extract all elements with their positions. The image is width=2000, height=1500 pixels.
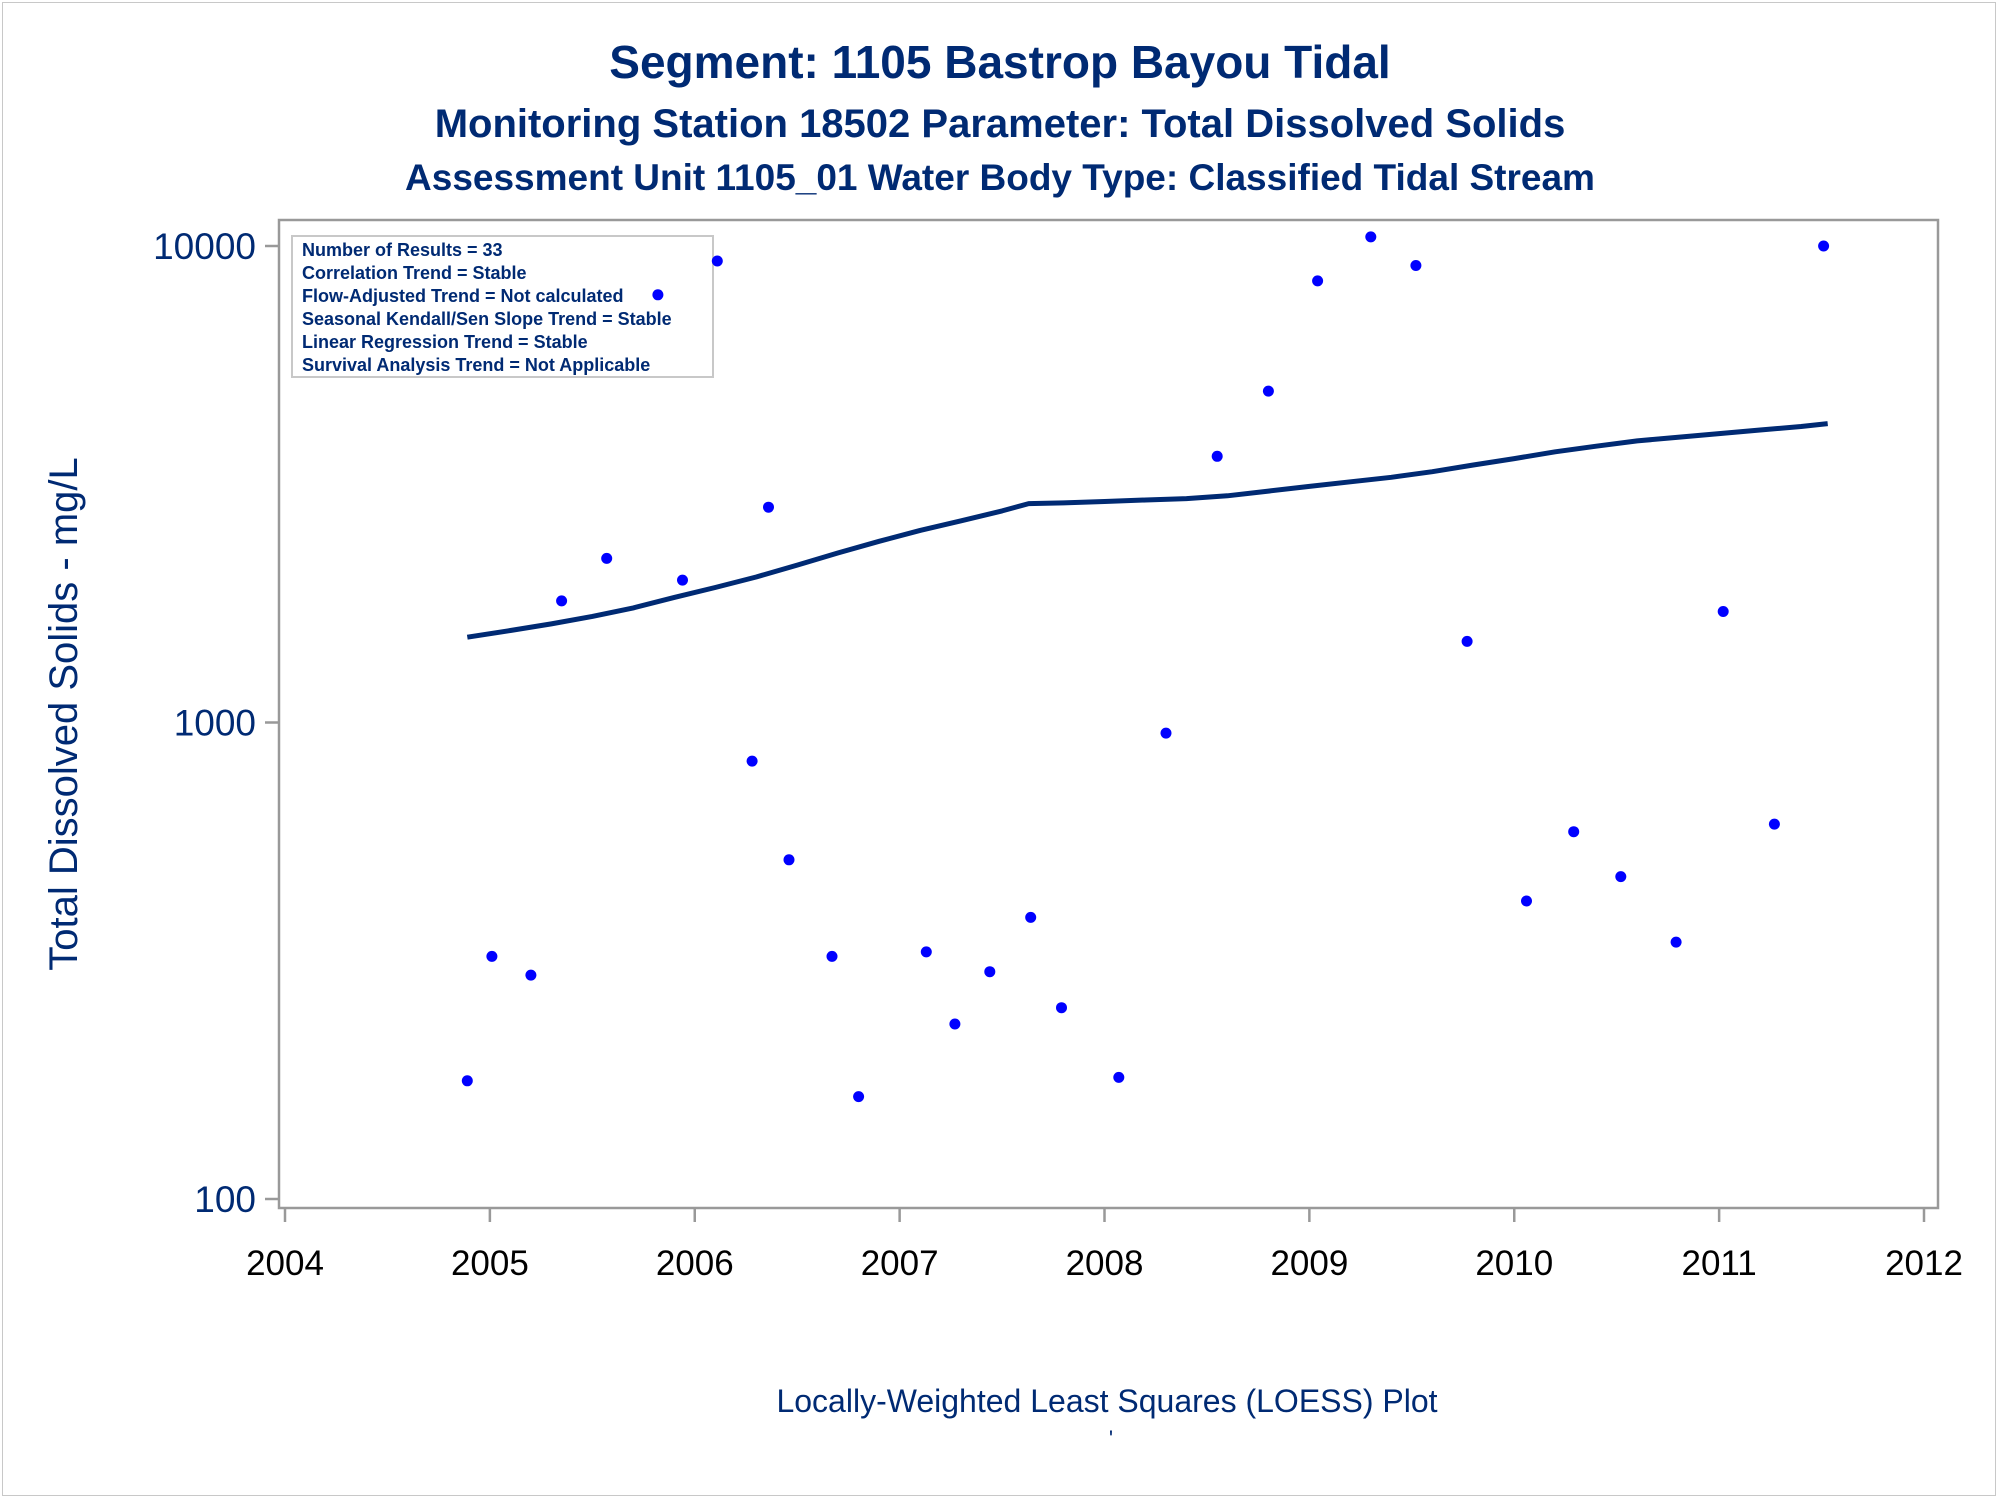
chart-title: Segment: 1105 Bastrop Bayou Tidal: [609, 36, 1390, 88]
data-point: [826, 950, 838, 962]
x-tick-label: 2011: [1681, 1244, 1756, 1283]
annotation-box-border: [291, 235, 714, 378]
x-tick-label: 2008: [1066, 1244, 1144, 1283]
data-point: [1056, 1002, 1067, 1014]
data-point: [984, 966, 996, 978]
data-point: [763, 501, 774, 513]
annotation-line: Correlation Trend = Stable: [302, 263, 527, 283]
data-point: [1615, 871, 1627, 883]
y-tick-label: 1000: [174, 703, 256, 744]
data-point: [853, 1091, 865, 1103]
data-point: [601, 552, 613, 564]
data-point: [1160, 727, 1172, 739]
x-tick-label: 2006: [656, 1244, 734, 1283]
data-point: [1113, 1071, 1125, 1083]
y-axis: 100 1000 10000: [153, 226, 279, 1220]
annotation-line: Number of Results = 33: [302, 240, 503, 260]
annotation-line: Survival Analysis Trend = Not Applicable: [302, 355, 650, 375]
x-tick-label: 2005: [451, 1244, 529, 1283]
footnote: ': [1109, 1426, 1113, 1451]
data-point: [1211, 450, 1223, 462]
data-point: [1410, 260, 1422, 271]
x-tick-label: 2010: [1475, 1244, 1553, 1283]
data-point: [746, 755, 758, 767]
data-point: [783, 854, 795, 866]
data-point: [1818, 240, 1830, 252]
data-points: [461, 231, 1830, 1103]
annotation-line: Flow-Adjusted Trend = Not calculated: [302, 286, 624, 306]
data-point: [486, 950, 498, 962]
data-point: [652, 289, 664, 301]
x-axis-label: Locally-Weighted Least Squares (LOESS) P…: [776, 1383, 1437, 1419]
x-tick-label: 2004: [246, 1244, 324, 1283]
data-point: [1768, 818, 1780, 830]
loess-trend-line: [466, 421, 1828, 640]
data-point: [1717, 606, 1729, 617]
plot-area: [277, 218, 1940, 1210]
y-tick-label: 100: [194, 1179, 256, 1220]
data-point: [1568, 826, 1580, 838]
data-point: [677, 574, 688, 586]
annotation-line: Linear Regression Trend = Stable: [302, 332, 588, 352]
y-axis-label: Total Dissolved Solids - mg/L: [42, 457, 86, 971]
data-point: [920, 946, 932, 958]
data-point: [1670, 936, 1682, 948]
x-tick-label: 2009: [1270, 1244, 1348, 1283]
data-point: [1262, 385, 1274, 397]
annotation-line: Seasonal Kendall/Sen Slope Trend = Stabl…: [302, 309, 672, 329]
data-point: [1461, 635, 1473, 647]
data-point: [1365, 231, 1377, 243]
x-axis: 2004 2005 2006 2007 2008 2009 2010 2011 2012: [246, 1208, 1963, 1283]
x-tick-label: 2007: [861, 1244, 939, 1283]
data-point: [556, 595, 568, 607]
annotation-box: Number of Results = 33 Correlation Trend …: [291, 235, 714, 378]
data-point: [1312, 275, 1324, 287]
y-tick-label: 10000: [153, 226, 256, 267]
data-point: [711, 255, 723, 267]
data-point: [949, 1018, 961, 1030]
chart-subtitle-2: Assessment Unit 1105_01 Water Body Type:…: [405, 157, 1595, 198]
data-point: [1025, 911, 1037, 923]
chart-subtitle: Monitoring Station 18502 Parameter: Tota…: [435, 102, 1566, 146]
data-point: [1521, 895, 1532, 907]
x-tick-label: 2012: [1885, 1244, 1963, 1283]
data-point: [461, 1075, 473, 1087]
data-point: [525, 969, 537, 981]
